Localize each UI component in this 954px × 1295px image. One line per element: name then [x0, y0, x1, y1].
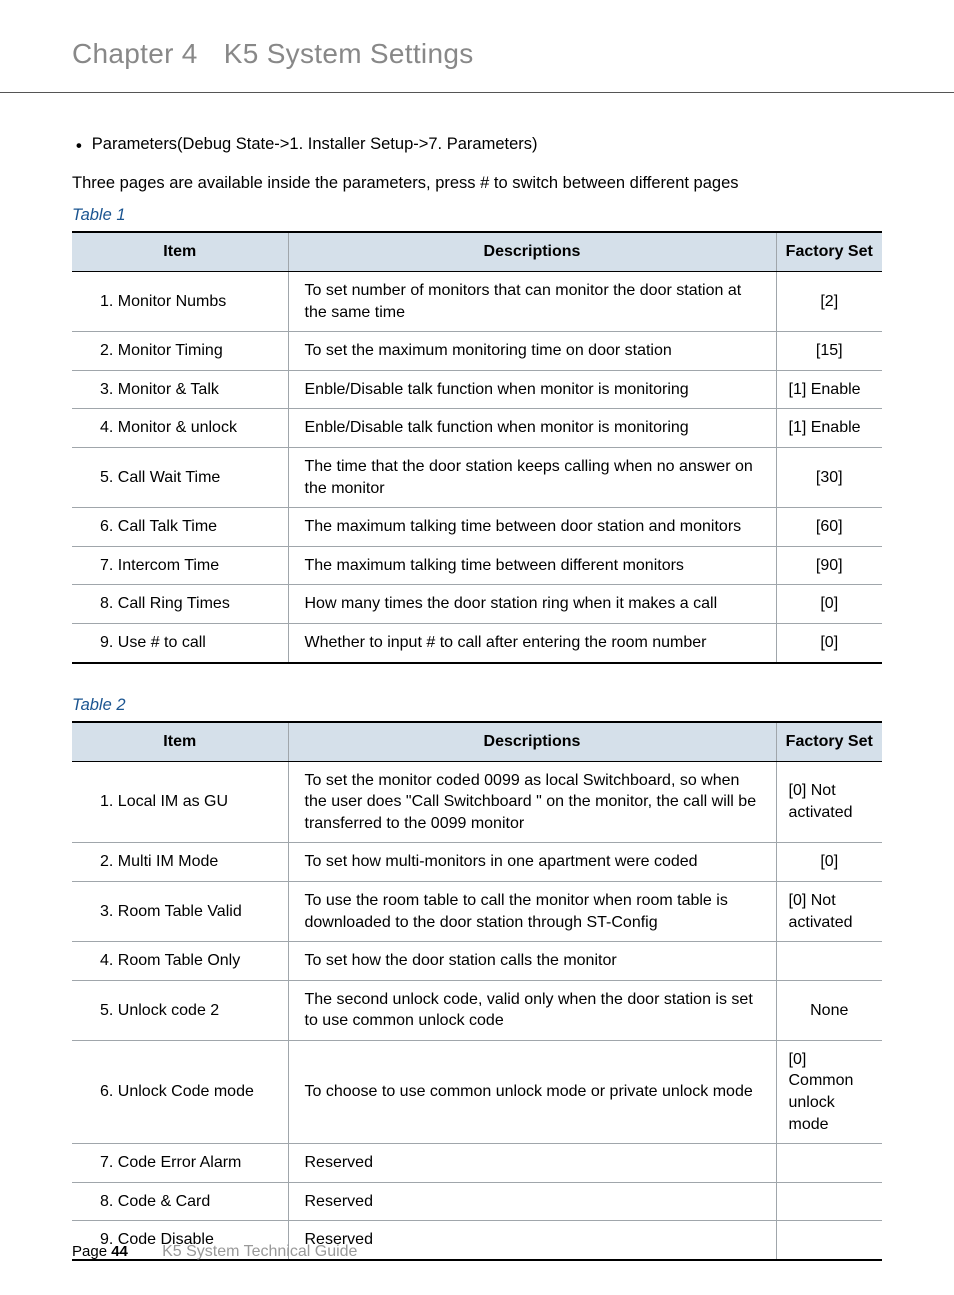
- table2-cell-fact: [0]: [776, 843, 882, 882]
- guide-name: K5 System Technical Guide: [162, 1243, 357, 1260]
- table1-cell-desc: How many times the door station ring whe…: [288, 585, 776, 624]
- table2: Item Descriptions Factory Set 1. Local I…: [72, 721, 882, 1262]
- table2-cell-fact: [0] Not activated: [776, 761, 882, 843]
- table2-cell-desc: To set how the door station calls the mo…: [288, 942, 776, 981]
- table2-cell-item: 3. Room Table Valid: [72, 881, 288, 941]
- table1-row: 4. Monitor & unlockEnble/Disable talk fu…: [72, 409, 882, 448]
- page-number: 44: [111, 1243, 128, 1260]
- page-content: • Parameters(Debug State->1. Installer S…: [0, 93, 954, 1261]
- table1-row: 3. Monitor & TalkEnble/Disable talk func…: [72, 370, 882, 409]
- page-label: Page: [72, 1243, 107, 1260]
- table1-cell-desc: The time that the door station keeps cal…: [288, 447, 776, 507]
- table2-cell-item: 4. Room Table Only: [72, 942, 288, 981]
- table2-cell-item: 7. Code Error Alarm: [72, 1144, 288, 1183]
- table1-row: 9. Use # to callWhether to input # to ca…: [72, 623, 882, 662]
- table1-cell-fact: [90]: [776, 546, 882, 585]
- table2-cell-desc: The second unlock code, valid only when …: [288, 980, 776, 1040]
- table1-cell-fact: [60]: [776, 508, 882, 547]
- table2-cell-desc: To set the monitor coded 0099 as local S…: [288, 761, 776, 843]
- table1-cell-fact: [0]: [776, 585, 882, 624]
- table1-cell-desc: The maximum talking time between differe…: [288, 546, 776, 585]
- table2-cell-desc: Reserved: [288, 1221, 776, 1260]
- table2-cell-fact: [776, 1182, 882, 1221]
- table1-cell-fact: [1] Enable: [776, 370, 882, 409]
- table1-cell-fact: [2]: [776, 272, 882, 332]
- table1-cell-item: 5. Call Wait Time: [72, 447, 288, 507]
- table2-cell-fact: [776, 942, 882, 981]
- table2-header-desc: Descriptions: [288, 722, 776, 762]
- table2-header-item: Item: [72, 722, 288, 762]
- table2-row: 5. Unlock code 2The second unlock code, …: [72, 980, 882, 1040]
- table1: Item Descriptions Factory Set 1. Monitor…: [72, 231, 882, 664]
- table1-row: 5. Call Wait TimeThe time that the door …: [72, 447, 882, 507]
- table2-row: 2. Multi IM ModeTo set how multi-monitor…: [72, 843, 882, 882]
- table1-row: 2. Monitor TimingTo set the maximum moni…: [72, 332, 882, 371]
- table2-cell-fact: [776, 1144, 882, 1183]
- table1-cell-item: 7. Intercom Time: [72, 546, 288, 585]
- table2-cell-item: 1. Local IM as GU: [72, 761, 288, 843]
- table1-cell-desc: Whether to input # to call after enterin…: [288, 623, 776, 662]
- table1-row: 8. Call Ring TimesHow many times the doo…: [72, 585, 882, 624]
- table1-cell-fact: [1] Enable: [776, 409, 882, 448]
- table2-row: 7. Code Error AlarmReserved: [72, 1144, 882, 1183]
- table1-row: 6. Call Talk TimeThe maximum talking tim…: [72, 508, 882, 547]
- table1-cell-desc: To set number of monitors that can monit…: [288, 272, 776, 332]
- table2-cell-desc: To use the room table to call the monito…: [288, 881, 776, 941]
- table1-cell-desc: To set the maximum monitoring time on do…: [288, 332, 776, 371]
- table1-header-desc: Descriptions: [288, 232, 776, 272]
- table1-header-row: Item Descriptions Factory Set: [72, 232, 882, 272]
- chapter-title: K5 System Settings: [224, 38, 474, 69]
- page-footer: Page 44 K5 System Technical Guide: [72, 1243, 357, 1261]
- table2-cell-desc: To set how multi-monitors in one apartme…: [288, 843, 776, 882]
- table1-label: Table 1: [72, 206, 882, 225]
- bullet-dot-icon: •: [76, 135, 82, 158]
- table2-cell-item: 8. Code & Card: [72, 1182, 288, 1221]
- table2-cell-desc: Reserved: [288, 1144, 776, 1183]
- table1-cell-item: 4. Monitor & unlock: [72, 409, 288, 448]
- table2-row: 8. Code & CardReserved: [72, 1182, 882, 1221]
- table1-row: 7. Intercom TimeThe maximum talking time…: [72, 546, 882, 585]
- table1-header-item: Item: [72, 232, 288, 272]
- table2-header-row: Item Descriptions Factory Set: [72, 722, 882, 762]
- table1-header-fact: Factory Set: [776, 232, 882, 272]
- table2-cell-item: 6. Unlock Code mode: [72, 1040, 288, 1143]
- table2-row: 1. Local IM as GUTo set the monitor code…: [72, 761, 882, 843]
- table2-row: 3. Room Table ValidTo use the room table…: [72, 881, 882, 941]
- table1-cell-fact: [15]: [776, 332, 882, 371]
- parameters-path: Parameters(Debug State->1. Installer Set…: [92, 135, 538, 158]
- table2-cell-item: 2. Multi IM Mode: [72, 843, 288, 882]
- table2-cell-item: 5. Unlock code 2: [72, 980, 288, 1040]
- table2-cell-fact: [0] Common unlock mode: [776, 1040, 882, 1143]
- table1-cell-fact: [30]: [776, 447, 882, 507]
- table1-cell-item: 3. Monitor & Talk: [72, 370, 288, 409]
- chapter-number: Chapter 4: [72, 38, 198, 69]
- table1-cell-fact: [0]: [776, 623, 882, 662]
- table2-row: 4. Room Table OnlyTo set how the door st…: [72, 942, 882, 981]
- table1-cell-desc: The maximum talking time between door st…: [288, 508, 776, 547]
- table1-row: 1. Monitor NumbsTo set number of monitor…: [72, 272, 882, 332]
- table2-cell-fact: [776, 1221, 882, 1260]
- table2-row: 6. Unlock Code modeTo choose to use comm…: [72, 1040, 882, 1143]
- parameters-bullet: • Parameters(Debug State->1. Installer S…: [72, 135, 882, 158]
- intro-text: Three pages are available inside the par…: [72, 172, 882, 196]
- table1-cell-item: 2. Monitor Timing: [72, 332, 288, 371]
- table2-cell-desc: To choose to use common unlock mode or p…: [288, 1040, 776, 1143]
- table1-cell-item: 8. Call Ring Times: [72, 585, 288, 624]
- table1-cell-item: 1. Monitor Numbs: [72, 272, 288, 332]
- chapter-header: Chapter 4 K5 System Settings: [0, 0, 954, 92]
- table1-cell-desc: Enble/Disable talk function when monitor…: [288, 370, 776, 409]
- table1-cell-item: 9. Use # to call: [72, 623, 288, 662]
- table2-cell-fact: [0] Not activated: [776, 881, 882, 941]
- table2-label: Table 2: [72, 696, 882, 715]
- table2-header-fact: Factory Set: [776, 722, 882, 762]
- table2-cell-fact: None: [776, 980, 882, 1040]
- table1-cell-desc: Enble/Disable talk function when monitor…: [288, 409, 776, 448]
- table2-cell-desc: Reserved: [288, 1182, 776, 1221]
- table1-cell-item: 6. Call Talk Time: [72, 508, 288, 547]
